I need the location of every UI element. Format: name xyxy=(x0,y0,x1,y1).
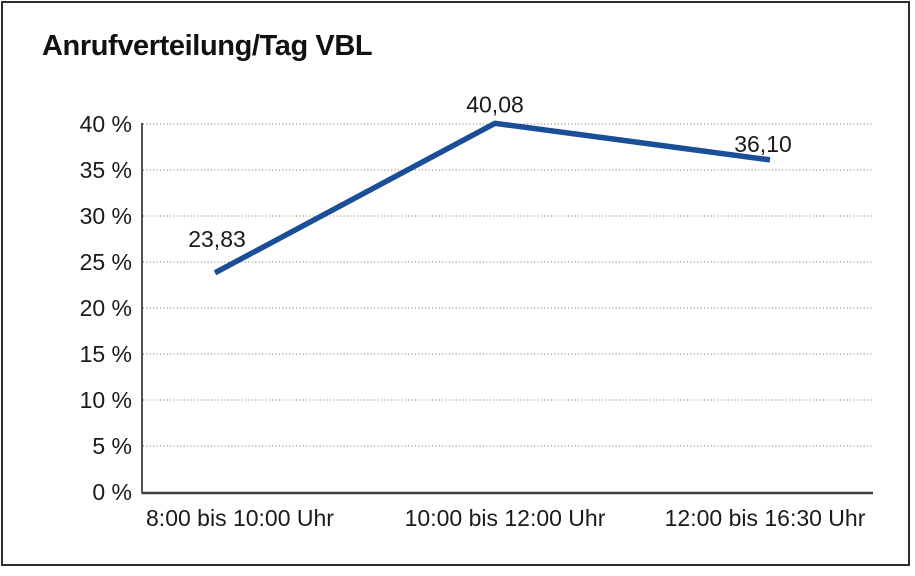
data-point-labels-group: 23,83 40,08 36,10 xyxy=(188,91,792,252)
y-tick-label: 35 % xyxy=(80,157,132,183)
data-series-group xyxy=(213,120,771,276)
y-tick-label: 0 % xyxy=(92,479,132,505)
y-tick-label: 25 % xyxy=(80,249,132,275)
y-tick-label: 10 % xyxy=(80,387,132,413)
y-tick-label: 15 % xyxy=(80,341,132,367)
x-axis-label: 10:00 bis 12:00 Uhr xyxy=(405,505,606,531)
data-point-label: 36,10 xyxy=(734,131,792,157)
axes-group xyxy=(141,123,873,495)
x-axis-labels-group: 8:00 bis 10:00 Uhr 10:00 bis 12:00 Uhr 12:… xyxy=(146,505,866,531)
y-tick-labels-group: 0 % 5 % 10 % 15 % 20 % 25 % 30 % 35 % 40 % xyxy=(80,111,132,505)
data-series-line xyxy=(213,120,771,276)
y-tick-label: 30 % xyxy=(80,203,132,229)
x-axis-label: 8:00 bis 10:00 Uhr xyxy=(146,505,334,531)
chart-title: Anrufverteilung/Tag VBL xyxy=(42,30,373,62)
x-axis-label: 12:00 bis 16:30 Uhr xyxy=(665,505,866,531)
gridlines-group xyxy=(143,123,873,447)
data-point-label: 23,83 xyxy=(188,226,246,252)
y-tick-label: 5 % xyxy=(92,433,132,459)
y-tick-label: 40 % xyxy=(80,111,132,137)
y-tick-label: 20 % xyxy=(80,295,132,321)
chart-frame-border xyxy=(1,1,910,566)
data-point-label: 40,08 xyxy=(466,91,524,117)
